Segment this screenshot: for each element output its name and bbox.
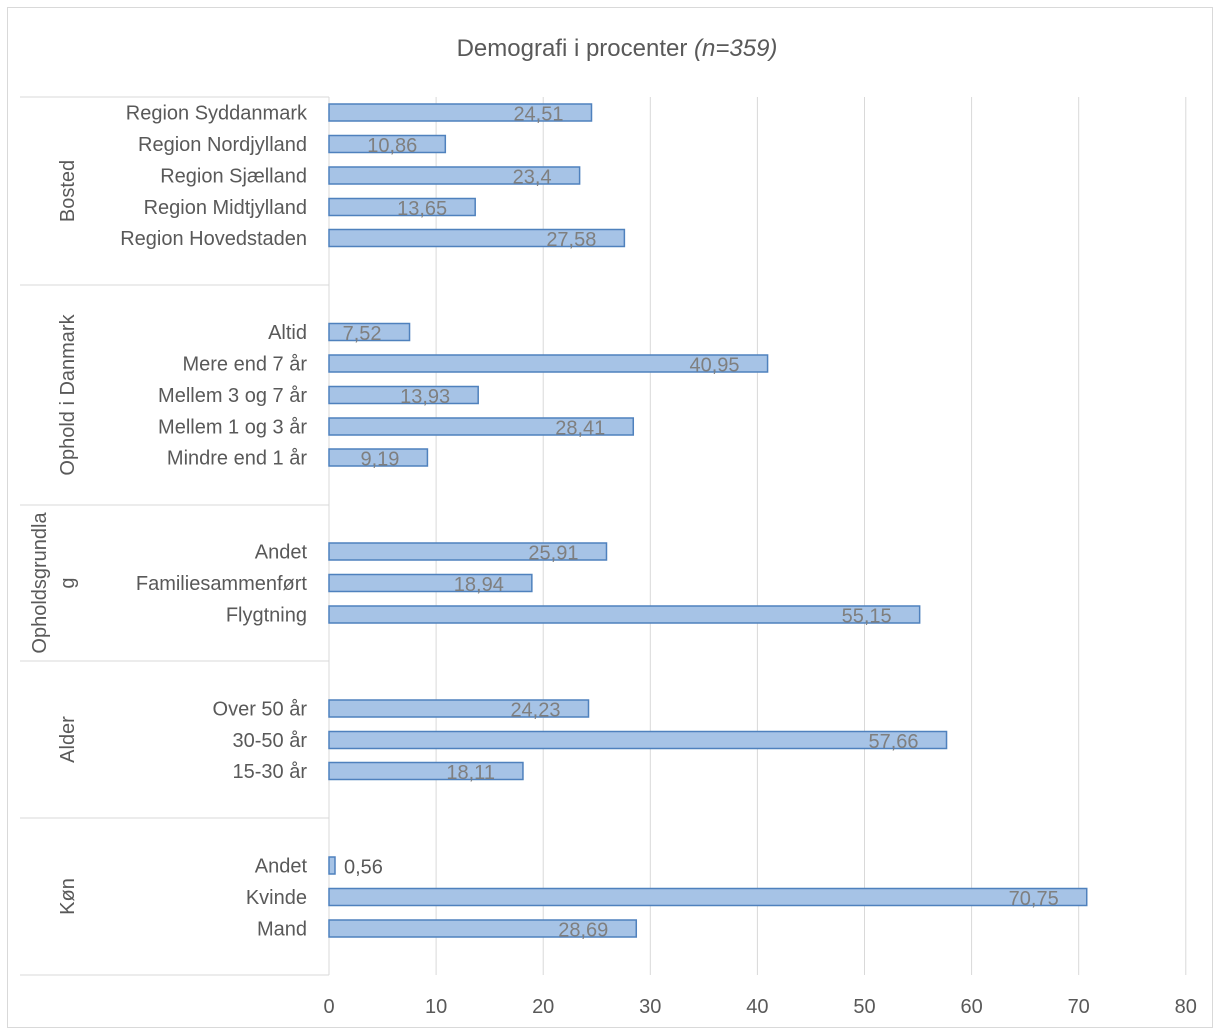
chart-title: Demografi i procenter (n=359) <box>457 35 778 62</box>
category-label: Region Sjælland <box>160 166 307 188</box>
group-label: Ophold i Danmark <box>57 313 79 475</box>
category-label: Over 50 år <box>213 699 308 721</box>
data-label: 7,52 <box>343 323 382 345</box>
bar <box>328 354 769 373</box>
data-label: 27,58 <box>546 229 596 251</box>
x-tick-label: 80 <box>1175 996 1197 1018</box>
data-label: 18,11 <box>446 762 495 784</box>
data-label: 0,56 <box>344 857 383 879</box>
bar <box>328 385 479 405</box>
category-label: Region Hovedstaden <box>120 228 307 250</box>
category-label: 30-50 år <box>233 730 308 752</box>
category-label: Mellem 3 og 7 år <box>158 385 307 407</box>
bar <box>328 134 447 154</box>
data-label: 23,4 <box>513 167 552 189</box>
category-label: 15-30 år <box>233 761 308 783</box>
bar <box>328 761 524 781</box>
bar <box>328 103 593 122</box>
category-label: Flygtning <box>226 605 307 627</box>
data-label: 70,75 <box>1009 888 1059 910</box>
bar <box>328 197 476 217</box>
data-label: 18,94 <box>454 574 504 596</box>
data-label: 55,15 <box>842 606 892 628</box>
data-label: 13,93 <box>400 386 450 408</box>
category-label: Region Midtjylland <box>144 197 307 219</box>
group-label: Bosted <box>57 160 79 222</box>
data-label: 13,65 <box>397 198 447 220</box>
chart-title-n: (n=359) <box>694 35 777 62</box>
group-label: Køn <box>57 878 79 915</box>
category-label: Kvinde <box>246 887 307 909</box>
bar <box>328 730 948 750</box>
category-label: Mellem 1 og 3 år <box>158 417 307 439</box>
bar <box>328 417 635 436</box>
bar <box>328 605 921 624</box>
bars <box>328 103 1088 938</box>
x-tick-label: 60 <box>960 996 982 1018</box>
data-label: 10,86 <box>367 135 417 157</box>
x-tick-label: 10 <box>425 996 447 1018</box>
data-label: 28,41 <box>555 418 605 440</box>
group-label: Opholdsgrundla g <box>29 512 79 654</box>
chart-title-main: Demografi i procenter <box>457 35 694 62</box>
x-tick-label: 70 <box>1068 996 1090 1018</box>
bar <box>328 699 590 718</box>
x-tick-label: 0 <box>323 996 334 1018</box>
bar <box>328 448 429 467</box>
data-label: 24,51 <box>513 104 563 126</box>
labels: 24,51 10,86 23,4 13,65 27,58 7,52 40,95 13,93 28… <box>343 104 1059 942</box>
bar <box>328 228 626 248</box>
bar <box>328 856 336 875</box>
chart-frame <box>7 7 1213 1028</box>
category-label: Andet <box>255 542 308 564</box>
data-label: 9,19 <box>360 449 399 471</box>
category-label: Mere end 7 år <box>182 354 307 376</box>
bar <box>328 887 1088 907</box>
category-label: Region Syddanmark <box>126 103 308 125</box>
axes: 0 10 20 30 40 50 60 70 80 Bosted Region Syddanmark… <box>20 96 1197 1018</box>
data-label: 24,23 <box>510 700 560 722</box>
data-label: 40,95 <box>690 355 740 377</box>
data-label: 28,69 <box>558 920 608 942</box>
data-label: 25,91 <box>528 543 578 565</box>
bar <box>328 542 608 561</box>
bar <box>328 322 411 342</box>
category-label: Region Nordjylland <box>138 134 307 156</box>
category-label: Altid <box>268 322 307 344</box>
category-label: Mindre end 1 år <box>167 448 307 470</box>
x-tick-label: 30 <box>639 996 661 1018</box>
x-tick-label: 40 <box>746 996 768 1018</box>
category-label: Mand <box>257 919 307 941</box>
group-label: Alder <box>57 716 79 763</box>
bar <box>328 919 638 938</box>
bar <box>328 573 533 593</box>
bar <box>328 166 581 185</box>
x-tick-label: 50 <box>853 996 875 1018</box>
data-label: 57,66 <box>868 731 918 753</box>
category-label: Familiesammenført <box>136 573 308 595</box>
x-tick-label: 20 <box>532 996 554 1018</box>
category-label: Andet <box>255 856 308 878</box>
